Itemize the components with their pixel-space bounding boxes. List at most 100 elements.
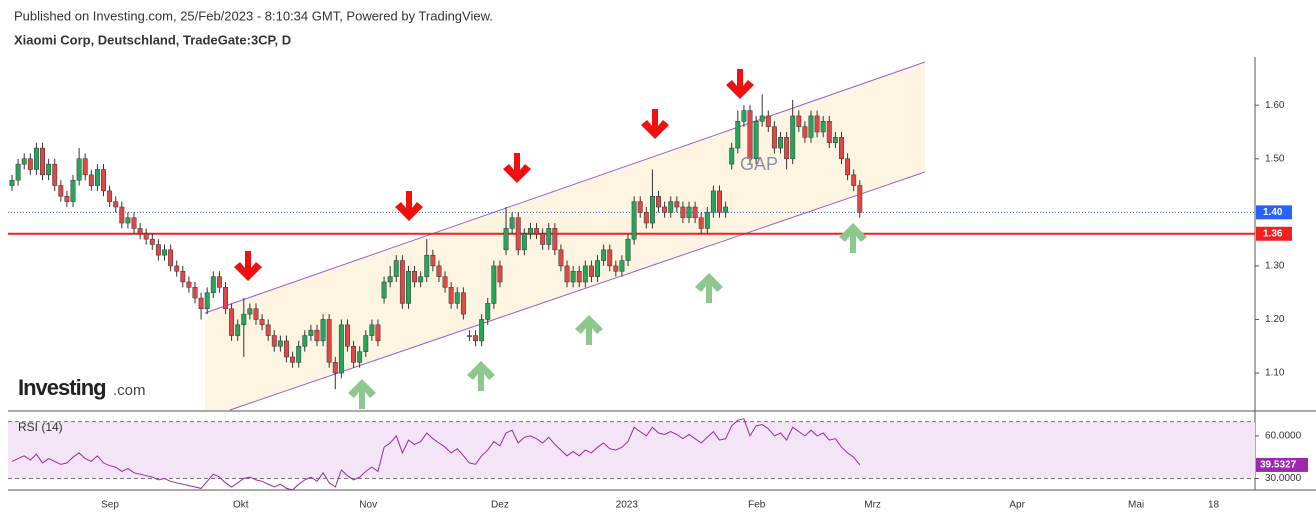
candle-body [375, 324, 381, 342]
up-arrow [695, 273, 723, 303]
x-tick-label: Dez [491, 500, 509, 511]
candle-body [15, 163, 21, 181]
candle-body [710, 190, 716, 213]
candle-body [418, 276, 424, 283]
candle-body [40, 147, 45, 176]
candle-body [70, 179, 76, 202]
candle-body [430, 254, 436, 267]
candle-body [88, 174, 94, 186]
candle-body [668, 201, 674, 213]
candle-body [33, 147, 39, 170]
candle-body [784, 137, 790, 160]
candle-body [485, 303, 491, 320]
candle-body [741, 110, 747, 122]
up-arrow [839, 223, 867, 253]
candle-body [290, 356, 296, 363]
candle-body [320, 319, 326, 342]
x-tick-label: Mai [1128, 500, 1144, 511]
candle-body [582, 265, 588, 283]
candle-body [643, 212, 649, 224]
candle-body [851, 174, 857, 186]
up-arrow [348, 379, 376, 409]
rsi-title: RSI (14) [18, 420, 63, 434]
candle-body [692, 206, 698, 218]
candle-body [259, 319, 265, 326]
candle-body [704, 212, 710, 229]
rsi-value-box [1256, 457, 1308, 472]
candle-body [771, 126, 777, 149]
candle-body [351, 346, 357, 363]
candle-body [52, 163, 58, 186]
candle-body [826, 121, 832, 143]
x-tick-label: 2023 [616, 500, 639, 511]
candle-body [814, 115, 820, 133]
candle-body [271, 335, 277, 347]
candle-body [729, 147, 735, 165]
candle-body [625, 238, 631, 261]
candle-body [247, 308, 253, 315]
y-tick-label: 60.0000 [1265, 431, 1302, 442]
candle-body [345, 324, 350, 347]
candle-body [119, 206, 125, 224]
candle-body [698, 217, 704, 229]
candle-body [466, 335, 472, 337]
candle-body [308, 329, 314, 336]
candle-body [198, 297, 204, 310]
logo: Investing [18, 375, 106, 400]
up-arrow [467, 361, 495, 391]
candle-body [64, 196, 70, 202]
candle-body [534, 228, 539, 235]
candle-body [82, 158, 88, 176]
up-arrow [575, 315, 603, 345]
candle-body [717, 190, 722, 213]
candle-body [832, 137, 838, 143]
candle-body [521, 233, 527, 251]
candle-body [686, 206, 692, 218]
candle-body [473, 335, 478, 342]
candle-body [778, 137, 783, 149]
candle-body [619, 260, 625, 272]
candle-body [137, 228, 143, 235]
candle-body [552, 228, 558, 251]
candle-body [186, 281, 192, 288]
candle-body [515, 217, 521, 251]
candle-body [802, 126, 808, 138]
candle-body [527, 228, 533, 235]
candle-body [381, 281, 387, 299]
candle-body [180, 271, 186, 283]
candle-body [442, 276, 448, 288]
candle-body [796, 115, 802, 127]
candle-body [497, 265, 503, 283]
candle-body [302, 335, 308, 347]
down-arrow [726, 69, 754, 99]
level-label-box [1256, 226, 1292, 241]
candle-body [393, 260, 399, 277]
level-label-box [1256, 205, 1292, 220]
candle-body [204, 292, 210, 310]
candle-body [424, 254, 430, 277]
level-label: 1.36 [1263, 228, 1283, 239]
candle-body [436, 265, 442, 277]
level-label: 1.40 [1263, 207, 1283, 218]
candle-body [595, 260, 600, 277]
candle-body [564, 265, 570, 283]
candle-body [857, 185, 863, 213]
candle-body [820, 121, 826, 133]
candle-body [808, 115, 814, 138]
candle-body [637, 201, 643, 213]
candle-body [149, 238, 155, 245]
candle-body [9, 179, 15, 186]
candle-body [576, 271, 582, 283]
candle-body [326, 319, 332, 363]
candle-body [479, 319, 485, 342]
channel-upper [204, 61, 926, 314]
candle-body [253, 308, 259, 320]
candle-body [265, 324, 271, 336]
candle-body [338, 324, 344, 374]
candle-body [607, 249, 613, 267]
candle-body [174, 265, 180, 272]
y-tick-label: 1.60 [1265, 100, 1285, 111]
candle-body [845, 158, 851, 176]
x-tick-label: Nov [359, 500, 377, 511]
candle-body [399, 260, 405, 304]
